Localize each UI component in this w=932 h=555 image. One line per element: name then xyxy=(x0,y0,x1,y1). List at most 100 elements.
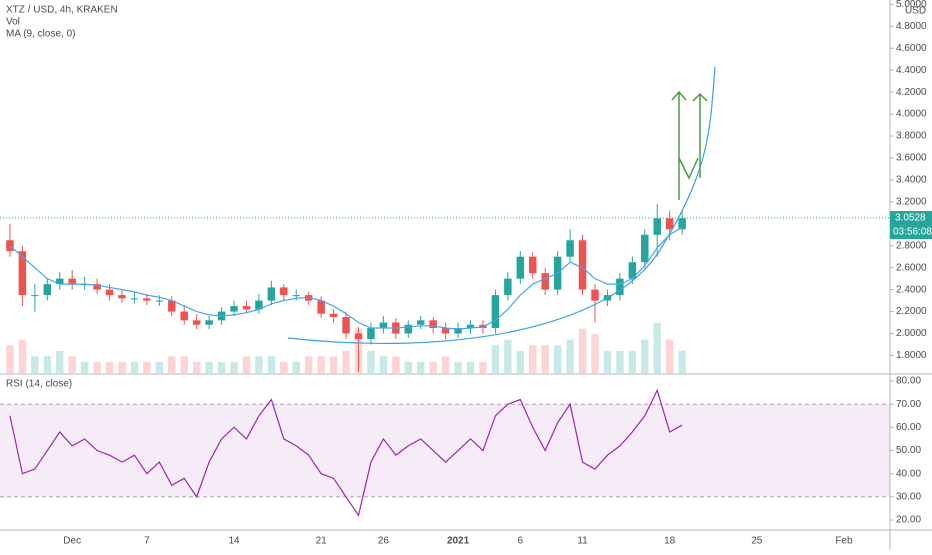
volume-bar xyxy=(616,350,624,373)
y-tick-label: 4.0000 xyxy=(896,109,927,120)
volume-bar xyxy=(541,345,549,373)
candle-body xyxy=(292,295,300,297)
x-tick-label: Dec xyxy=(63,536,81,547)
y-tick-label: 3.4000 xyxy=(896,175,927,186)
y-tick-label: 60.00 xyxy=(896,422,921,433)
volume-bar xyxy=(280,361,288,373)
rsi-title: RSI (14, close) xyxy=(6,379,72,390)
curve-drawing xyxy=(287,66,716,345)
volume-bar xyxy=(392,356,400,373)
candle-body xyxy=(653,218,661,235)
candle-body xyxy=(180,311,188,321)
candle-body xyxy=(242,306,251,310)
candle-body xyxy=(192,320,201,325)
volume-bar xyxy=(553,345,562,373)
ma-line xyxy=(9,226,683,330)
y-tick-label: 2.4000 xyxy=(896,284,927,295)
candle-body xyxy=(230,306,238,312)
candle-body xyxy=(43,284,52,296)
candle-body xyxy=(516,256,525,279)
candle-body xyxy=(31,295,39,297)
candle-body xyxy=(317,300,325,314)
x-tick-label: 14 xyxy=(228,536,240,547)
volume-bar xyxy=(267,356,276,373)
volume-bar xyxy=(205,361,213,373)
candle-body xyxy=(541,273,549,290)
candle-body xyxy=(354,333,363,339)
y-tick-label: 30.00 xyxy=(896,492,921,503)
x-tick-label: 26 xyxy=(378,536,390,547)
volume-bar xyxy=(31,356,39,373)
volume-bar xyxy=(155,361,164,373)
y-tick-label: 2.8000 xyxy=(896,240,927,251)
last-price-box xyxy=(890,211,932,226)
volume-bar xyxy=(578,328,587,373)
countdown-box xyxy=(890,225,932,240)
x-tick-label: 21 xyxy=(316,536,328,547)
y-tick-label: 4.6000 xyxy=(896,43,927,54)
candle-body xyxy=(628,262,637,279)
y-tick-label: 4.2000 xyxy=(896,87,927,98)
volume-bar xyxy=(628,350,637,373)
volume-bar xyxy=(143,361,151,373)
volume-bar xyxy=(168,356,176,373)
volume-bar xyxy=(491,345,500,373)
volume-bar xyxy=(217,361,226,373)
volume-bar xyxy=(80,361,89,373)
candle-body xyxy=(504,278,512,296)
volume-bar xyxy=(93,361,101,373)
volume-bar xyxy=(292,361,300,373)
candle-body xyxy=(367,328,375,339)
y-tick-label: 3.6000 xyxy=(896,153,927,164)
candle-body xyxy=(616,278,624,296)
volume-bar xyxy=(441,356,450,373)
marks xyxy=(0,204,890,517)
currency-label: USD xyxy=(905,6,926,17)
candle-body xyxy=(342,317,350,334)
volume-bar xyxy=(130,361,139,373)
volume-label: Vol xyxy=(6,17,20,28)
volume-bar xyxy=(454,361,462,373)
candle-body xyxy=(105,289,114,296)
volume-bar xyxy=(68,356,76,373)
ma-label: MA (9, close, 0) xyxy=(6,29,75,40)
x-tick-label: 6 xyxy=(518,536,524,547)
candle-body xyxy=(454,328,462,334)
volume-bar xyxy=(641,339,649,373)
volume-bar xyxy=(379,356,388,373)
candle-body xyxy=(578,240,587,290)
candle-body xyxy=(665,218,674,230)
candle-body xyxy=(466,324,475,329)
candle-body xyxy=(205,320,213,325)
y-tick-label: 2.0000 xyxy=(896,328,927,339)
volume-bar xyxy=(105,361,114,373)
candle-body xyxy=(143,298,151,301)
y-tick-label: 40.00 xyxy=(896,468,921,479)
y-tick-label: 1.8000 xyxy=(896,350,927,361)
y-tick-label: 2.6000 xyxy=(896,262,927,273)
volume-bar xyxy=(665,339,674,373)
volume-bar xyxy=(566,339,574,373)
volume-bar xyxy=(317,356,325,373)
candle-body xyxy=(267,287,276,301)
volume-bar xyxy=(56,350,64,373)
volume-bar xyxy=(591,334,599,373)
x-tick-label: 7 xyxy=(144,536,150,547)
volume-bar xyxy=(180,356,188,373)
volume-bar xyxy=(43,356,52,373)
candle-body xyxy=(155,300,164,302)
x-tick-label: 2021 xyxy=(447,536,470,547)
volume-bar xyxy=(18,339,27,373)
y-tick-label: 4.8000 xyxy=(896,21,927,32)
chart-title: XTZ / USD, 4h, KRAKEN xyxy=(6,5,118,16)
y-tick-label: 20.00 xyxy=(896,515,921,526)
candle-body xyxy=(130,298,139,300)
last-price-label: 3.0528 xyxy=(895,213,926,224)
rsi-band xyxy=(0,404,890,497)
volume-bar xyxy=(603,350,612,373)
candle-body xyxy=(118,295,126,299)
volume-bar xyxy=(118,361,126,373)
volume-bar xyxy=(479,361,487,373)
